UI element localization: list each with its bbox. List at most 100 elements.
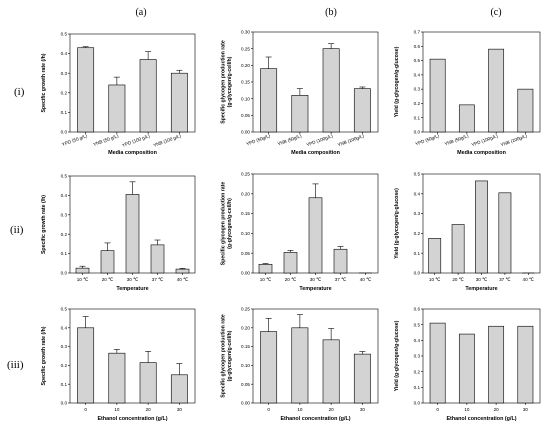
bar — [458, 333, 475, 404]
bar — [125, 194, 140, 274]
bar — [429, 322, 446, 404]
y-tick-label: 0.4 — [414, 338, 421, 343]
y-tick-label: 0.30 — [241, 30, 250, 35]
bar — [260, 331, 278, 404]
bar — [170, 374, 188, 404]
y-axis-title-line: (g-glycogen/g-cell/h) — [227, 56, 233, 107]
bar — [175, 268, 190, 274]
bar — [353, 353, 371, 404]
bar — [283, 252, 298, 274]
chart-panel-ii-c: 0.0 0.1 0.2 0.3 0.4 0.5 10 ℃ 20 ℃ 30 ℃ 37 ℃ 40 ℃ Te… — [394, 172, 541, 292]
x-tick-label: YPD (50 g/L) — [61, 133, 88, 147]
y-axis-title-line: Specific growth rate (/h) — [41, 326, 47, 385]
bar — [322, 48, 340, 133]
column-label-b: (b) — [325, 7, 337, 18]
y-tick-label: 0.25 — [241, 46, 250, 51]
bar — [77, 327, 95, 404]
y-tick-label: 0.10 — [241, 231, 250, 236]
x-tick-label: 10 — [114, 407, 120, 412]
x-tick-label: 0 — [436, 407, 439, 412]
bar — [108, 84, 126, 133]
bar — [139, 362, 157, 404]
bar — [322, 339, 340, 404]
y-tick-label: 0.5 — [414, 58, 421, 63]
plot-frame — [252, 308, 379, 404]
chart-panel-i-b: 0.00 0.05 0.10 0.15 0.20 0.25 0.30 YPD (50g/L) Y… — [221, 30, 379, 156]
y-tick-label: 0.00 — [241, 271, 250, 276]
y-axis-title-line: Specific glycogen production rate — [221, 40, 227, 124]
y-tick-label: 0.25 — [241, 172, 250, 177]
y-axis-title: Specific glycogen production rate(g-glyc… — [221, 314, 234, 398]
y-axis-title-line: Yield (g-glycogen/g-glucose) — [394, 46, 400, 117]
y-tick-label: 0.0 — [414, 271, 421, 276]
x-tick-label: 30 ℃ — [127, 277, 139, 282]
y-tick-label: 0.20 — [241, 325, 250, 330]
y-tick-label: 0.2 — [414, 369, 421, 374]
bar — [100, 250, 115, 274]
x-tick-label: 30 — [523, 407, 529, 412]
bar — [291, 327, 309, 404]
x-tick-label: 30 — [177, 407, 183, 412]
y-axis-title-line: Specific growth rate (/h) — [41, 53, 47, 112]
panels: 0.0 0.1 0.2 0.3 0.4 0.5 YPD (50 g/L) YNB (50 g/… — [41, 30, 541, 422]
bar — [291, 95, 309, 133]
x-axis-title: Media composition — [291, 150, 340, 156]
x-tick-label: 10 — [464, 407, 470, 412]
column-label-c: (c) — [490, 7, 501, 18]
y-tick-label: 0.0 — [61, 401, 68, 406]
y-tick-label: 0.2 — [61, 232, 68, 237]
y-axis-title: Specific growth rate (/h) — [41, 326, 47, 385]
bar — [75, 267, 90, 274]
y-tick-label: 0.10 — [241, 96, 250, 101]
y-axis-title-line: Yield (g-glycogen/g-glucose) — [394, 188, 400, 259]
y-axis-title: Specific glycogen production rate(g-glyc… — [221, 40, 234, 124]
x-axis-title: Ethanol concentration (g/L) — [97, 416, 167, 422]
x-tick-label: 40 ℃ — [360, 277, 372, 282]
y-tick-label: 0.20 — [241, 191, 250, 196]
y-axis-title: Specific glycogen production rate(g-glyc… — [221, 182, 234, 266]
x-tick-label: YNB (50g/L) — [277, 133, 303, 147]
bar — [429, 58, 446, 133]
y-tick-label: 0.5 — [414, 322, 421, 327]
chart-panel-iii-b: 0.00 0.05 0.10 0.15 0.20 0.25 0 10 20 30 Ethanol c… — [221, 307, 379, 422]
x-tick-label: 20 ℃ — [452, 277, 464, 282]
x-tick-label: 20 — [146, 407, 152, 412]
y-tick-label: 0.0 — [414, 130, 421, 135]
y-axis-title: Specific growth rate (/h) — [41, 53, 47, 112]
x-tick-label: 0 — [84, 407, 87, 412]
x-axis-title: Media composition — [108, 150, 157, 156]
bar — [308, 197, 323, 274]
y-tick-label: 0.1 — [414, 251, 421, 256]
x-tick-label: YNB (50 g/L) — [93, 133, 120, 147]
x-tick-label: 10 ℃ — [429, 277, 441, 282]
bar — [488, 48, 505, 133]
bar — [108, 352, 126, 404]
bar — [139, 59, 157, 133]
bar — [150, 244, 165, 274]
x-axis-title: Ethanol concentration (g/L) — [280, 416, 350, 422]
chart-panel-iii-c: 0.0 0.1 0.2 0.3 0.4 0.5 0.6 0 10 20 30 Ethanol conc… — [394, 307, 541, 422]
y-tick-label: 0.5 — [61, 174, 68, 179]
x-axis-title: Ethanol concentration (g/L) — [446, 416, 516, 422]
y-tick-label: 0.4 — [61, 51, 68, 56]
y-tick-label: 0.3 — [61, 212, 68, 217]
y-axis-title-line: Specific glycogen production rate — [221, 182, 227, 266]
bar — [488, 325, 505, 404]
chart-panel-ii-a: 0.0 0.1 0.2 0.3 0.4 0.5 10 ℃ 20 ℃ 30 ℃ 37 ℃ 40 ℃ Te… — [41, 174, 196, 292]
y-tick-label: 0.3 — [61, 344, 68, 349]
y-axis-title-line: Specific growth rate (/h) — [41, 195, 47, 254]
y-tick-label: 0.3 — [61, 71, 68, 76]
x-tick-label: 0 — [267, 407, 270, 412]
y-axis-title-line: (g-glycogen/g-cell/h) — [227, 330, 233, 381]
row-label-iii: (iii) — [7, 359, 24, 371]
y-tick-label: 0.1 — [61, 382, 68, 387]
y-tick-label: 0.10 — [241, 363, 250, 368]
y-tick-label: 0.00 — [241, 130, 250, 135]
x-tick-label: 10 ℃ — [260, 277, 272, 282]
chart-panel-iii-a: 0.0 0.1 0.2 0.3 0.4 0.5 0 10 20 30 Ethanol concent… — [41, 307, 196, 422]
y-tick-label: 0.3 — [414, 211, 421, 216]
x-tick-label: YNB (50g/L) — [444, 133, 470, 147]
x-tick-label: 40 ℃ — [177, 277, 189, 282]
x-tick-label: YNB (100g/L) — [337, 133, 365, 147]
